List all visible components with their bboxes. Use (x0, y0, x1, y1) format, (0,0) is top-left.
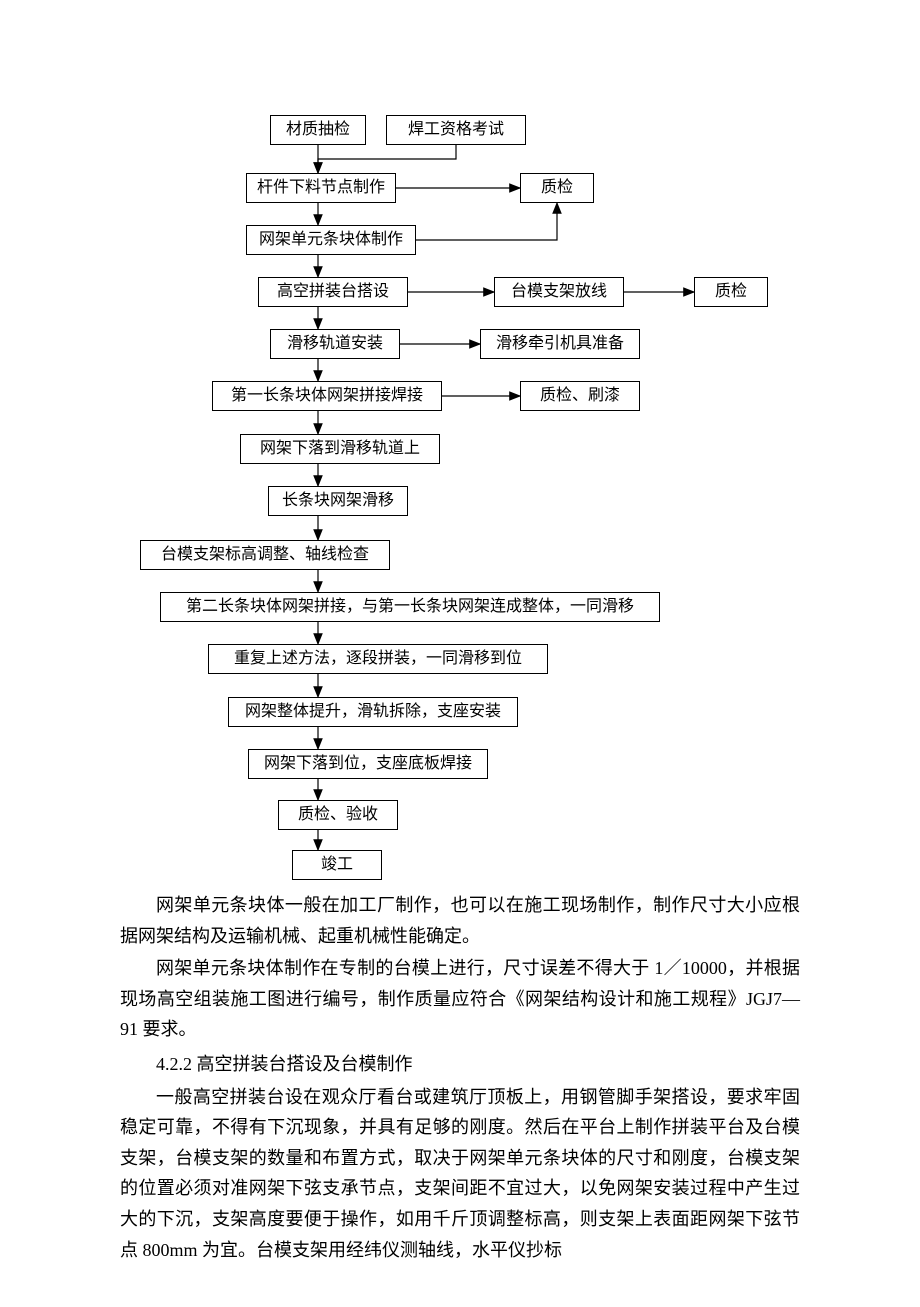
flow-node-n21: 竣工 (292, 850, 382, 880)
paragraph-3: 一般高空拼装台设在观众厅看台或建筑厅顶板上，用钢管脚手架搭设，要求牢固稳定可靠，… (120, 1082, 800, 1266)
page: 材质抽检焊工资格考试杆件下料节点制作质检网架单元条块体制作高空拼装台搭设台模支架… (0, 0, 920, 1307)
flow-edge (416, 203, 557, 240)
flow-node-n2: 焊工资格考试 (386, 115, 526, 145)
flow-node-n7: 台模支架放线 (494, 277, 624, 307)
flow-node-n8: 质检 (694, 277, 768, 307)
flow-node-n1: 材质抽检 (270, 115, 366, 145)
section-heading-422: 4.2.2 高空拼装台搭设及台模制作 (120, 1049, 800, 1080)
flow-node-n11: 第一长条块体网架拼接焊接 (212, 381, 442, 411)
flow-node-n19: 网架下落到位，支座底板焊接 (248, 749, 488, 779)
flow-node-n17: 重复上述方法，逐段拼装，一同滑移到位 (208, 644, 548, 674)
flow-node-n3: 杆件下料节点制作 (246, 173, 396, 203)
flow-node-n6: 高空拼装台搭设 (258, 277, 408, 307)
flow-node-n10: 滑移牵引机具准备 (480, 329, 640, 359)
flow-node-n12: 质检、刷漆 (520, 381, 640, 411)
flow-node-n20: 质检、验收 (278, 800, 398, 830)
flow-node-n4: 质检 (520, 173, 594, 203)
flow-node-n15: 台模支架标高调整、轴线检查 (140, 540, 390, 570)
flow-node-n18: 网架整体提升，滑轨拆除，支座安装 (228, 697, 518, 727)
flow-node-n16: 第二长条块体网架拼接，与第一长条块网架连成整体，一同滑移 (160, 592, 660, 622)
flow-node-n5: 网架单元条块体制作 (246, 225, 416, 255)
flow-node-n9: 滑移轨道安装 (270, 329, 400, 359)
flow-edge (318, 145, 456, 173)
paragraph-1: 网架单元条块体一般在加工厂制作，也可以在施工现场制作，制作尺寸大小应根据网架结构… (120, 890, 800, 951)
paragraph-2: 网架单元条块体制作在专制的台模上进行，尺寸误差不得大于 1／10000，并根据现… (120, 953, 800, 1045)
flow-node-n13: 网架下落到滑移轨道上 (240, 434, 440, 464)
body-text: 网架单元条块体一般在加工厂制作，也可以在施工现场制作，制作尺寸大小应根据网架结构… (0, 890, 920, 1307)
flowchart: 材质抽检焊工资格考试杆件下料节点制作质检网架单元条块体制作高空拼装台搭设台模支架… (0, 0, 920, 890)
flow-node-n14: 长条块网架滑移 (268, 486, 408, 516)
